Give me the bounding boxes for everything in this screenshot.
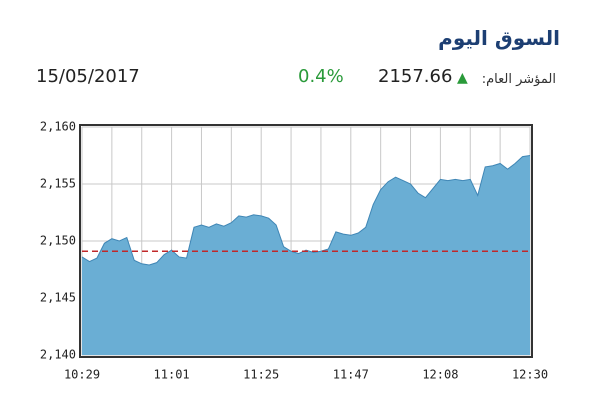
- x-tick-label: 11:01: [154, 368, 190, 382]
- date: 15/05/2017: [36, 66, 140, 87]
- area: [82, 155, 530, 355]
- change: 0.4%: [298, 66, 344, 87]
- x-tick-label: 12:08: [422, 368, 458, 382]
- x-tick-label: 10:29: [64, 368, 100, 382]
- y-tick-label: 2,150: [40, 234, 76, 248]
- index-label: المؤشر العام:: [481, 72, 556, 87]
- area-line: [81, 155, 531, 266]
- y-tick-label: 2,160: [40, 120, 76, 134]
- y-tick-label: 2,140: [40, 348, 76, 362]
- y-tick-label: 2,145: [40, 291, 76, 305]
- y-tick-label: 2,155: [40, 177, 76, 191]
- x-tick-label: 11:47: [333, 368, 369, 382]
- x-tick-label: 12:30: [512, 368, 548, 382]
- title: السوق اليوم: [438, 26, 560, 50]
- index-value: 2157.66: [378, 66, 453, 87]
- x-tick-label: 11:25: [243, 368, 279, 382]
- up-arrow: ▲: [457, 70, 468, 86]
- plot-border: [79, 124, 533, 358]
